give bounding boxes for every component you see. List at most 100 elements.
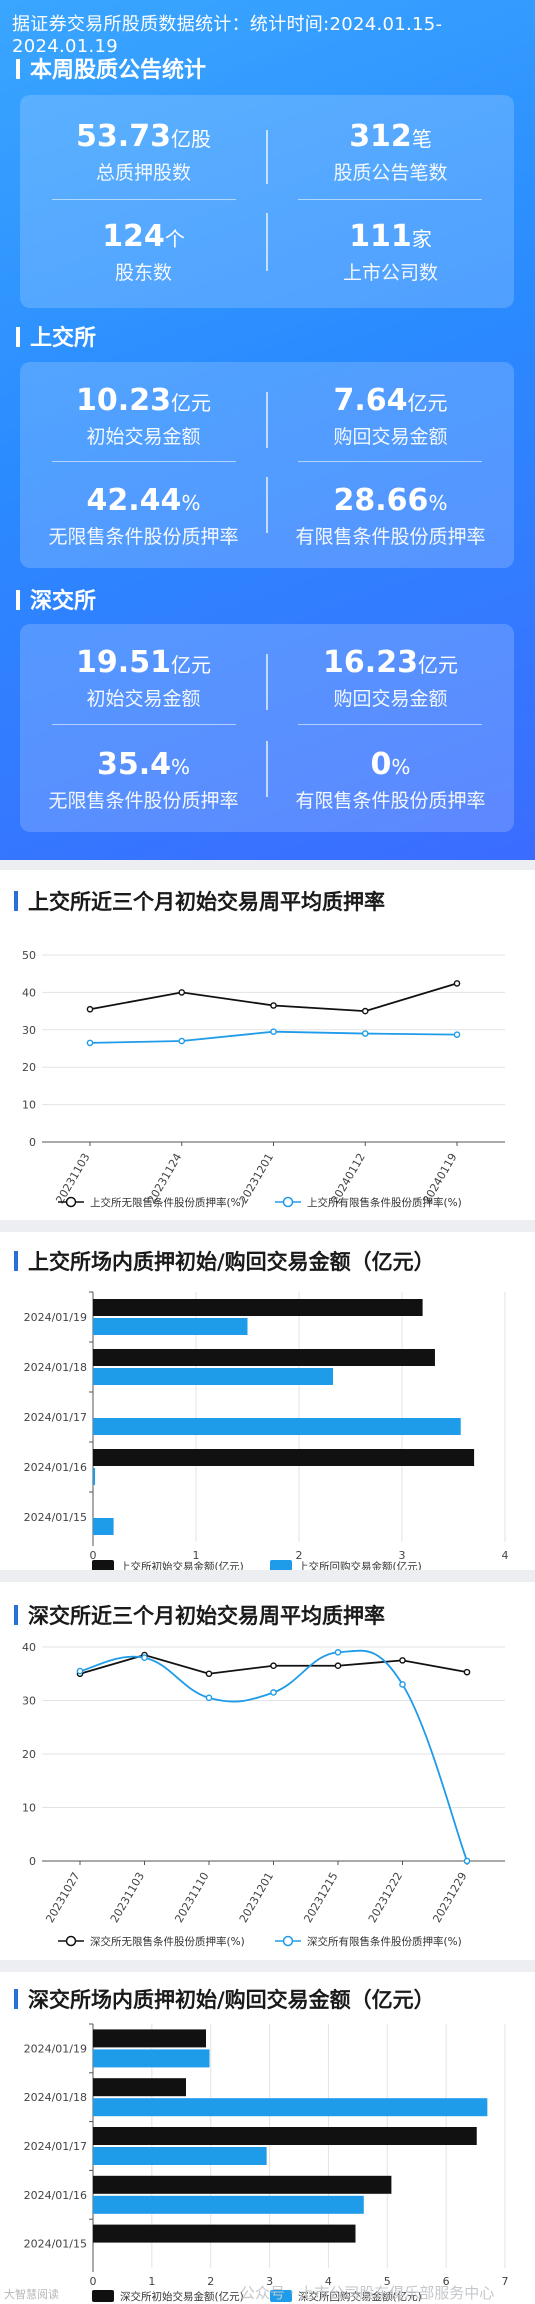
legend-label: 上交所回购交易金额(亿元)	[298, 1560, 422, 1570]
data-point	[76, 1667, 84, 1675]
x-tick-label: 4	[325, 2275, 332, 2288]
title-marker	[16, 590, 20, 610]
data-point	[270, 1662, 277, 1670]
legend-label: 上交所初始交易金额(亿元)	[120, 1560, 244, 1570]
chart-panel-szse-rate: 深交所近三个月初始交易周平均质押率 0 10 20 30 40 20231027 20231…	[0, 1582, 535, 1960]
x-tick-label: 20231229	[430, 1870, 469, 1925]
x-tick-label: 5	[384, 2275, 391, 2288]
bar	[93, 2078, 186, 2097]
title-marker	[14, 1605, 18, 1625]
x-tick-label: 6	[443, 2275, 450, 2288]
bar	[93, 1449, 475, 1466]
series-line	[79, 1649, 468, 1862]
data-point	[399, 1681, 406, 1688]
x-tick-label: 7	[502, 2275, 509, 2288]
statistics-period-line: 据证券交易所股质数据统计：统计时间:2024.01.15-2024.01.19	[12, 14, 443, 57]
summary-card: 53.73亿股 总质押股数 312笔 股质公告笔数 124个 股东数 111家 …	[20, 95, 514, 308]
divider	[266, 213, 268, 271]
divider	[52, 724, 236, 725]
bar	[93, 1418, 461, 1435]
y-tick-label: 20	[22, 1061, 36, 1074]
bar	[93, 1468, 96, 1485]
szse-repurchase-amount: 16.23亿元 购回交易金额	[323, 645, 458, 711]
data-point	[399, 1657, 406, 1664]
summary-header: 据证券交易所股质数据统计：统计时间:2024.01.15-2024.01.19 …	[0, 0, 535, 860]
divider	[266, 477, 268, 533]
divider	[298, 199, 482, 200]
chart-panel-szse-amount: 深交所场内质押初始/购回交易金额（亿元） 0 1 2 3 4 5 6 7 2024/01/19 2…	[0, 1972, 535, 2304]
y-tick-label: 2024/01/18	[24, 1361, 87, 1374]
section-title-szse: 深交所	[16, 583, 96, 615]
sse-card: 10.23亿元 初始交易金额 7.64亿元 购回交易金额 42.44% 无限售条…	[20, 362, 514, 568]
data-point	[334, 1649, 342, 1656]
data-point	[453, 980, 461, 987]
section-title-sse: 上交所	[16, 320, 96, 352]
chart-title: 深交所近三个月初始交易周平均质押率	[14, 1600, 385, 1630]
chart-title: 上交所场内质押初始/购回交易金额（亿元）	[14, 1246, 435, 1276]
bar	[93, 2224, 356, 2243]
data-point	[361, 1030, 369, 1037]
divider	[52, 461, 236, 462]
x-tick-label: 3	[399, 1549, 406, 1562]
title-marker	[14, 1251, 18, 1271]
chart-panel-sse-amount: 上交所场内质押初始/购回交易金额（亿元） 0 1 2 3 4 2024/01/19 2024…	[0, 1232, 535, 1570]
bar	[93, 2175, 392, 2194]
bar	[93, 1349, 435, 1366]
section-title-summary: 本周股质公告统计	[16, 52, 206, 84]
legend-swatch	[65, 1935, 77, 1947]
divider	[266, 392, 268, 448]
x-tick-label: 3	[266, 2275, 273, 2288]
bar-chart-sse-amount: 0 1 2 3 4 2024/01/19 2024/01/18 2024/01/17 2024/…	[24, 1291, 509, 1570]
x-tick-label: 20231215	[301, 1870, 340, 1925]
divider	[298, 461, 482, 462]
bar	[93, 2098, 488, 2117]
data-point	[205, 1694, 213, 1702]
x-tick-label: 2	[296, 1549, 303, 1562]
y-tick-label: 2024/01/15	[24, 2238, 87, 2251]
x-tick-label: 0	[90, 2275, 97, 2288]
y-tick-label: 2024/01/16	[24, 2189, 87, 2202]
divider	[0, 1570, 535, 1582]
y-tick-label: 2024/01/17	[24, 1411, 87, 1424]
x-tick-label: 4	[502, 1549, 509, 1562]
data-point	[178, 989, 186, 996]
y-tick-label: 30	[22, 1024, 36, 1037]
stat-total-pledged-shares: 53.73亿股 总质押股数	[76, 119, 211, 185]
divider	[0, 860, 535, 870]
legend-label: 深交所无限售条件股份质押率(%)	[90, 1935, 245, 1948]
sse-restricted-pledge-rate: 28.66% 有限售条件股份质押率	[295, 483, 486, 549]
divider	[52, 199, 236, 200]
sse-repurchase-amount: 7.64亿元 购回交易金额	[333, 383, 448, 449]
legend-swatch	[282, 1196, 294, 1208]
bar	[93, 1368, 333, 1385]
data-point	[270, 1028, 277, 1035]
title-marker	[14, 891, 18, 911]
stat-shareholder-count: 124个 股东数	[102, 219, 185, 285]
y-tick-label: 0	[29, 1136, 36, 1149]
szse-unrestricted-pledge-rate: 35.4% 无限售条件股份质押率	[48, 747, 239, 813]
bar-chart-szse-amount: 0 1 2 3 4 5 6 7 2024/01/19 2024/01/18 2024/01/17 20…	[24, 2023, 509, 2303]
chart-title: 深交所场内质押初始/购回交易金额（亿元）	[14, 1984, 435, 2014]
data-point	[463, 1857, 471, 1865]
data-point	[86, 1005, 94, 1013]
legend-swatch	[270, 2290, 292, 2302]
divider	[266, 130, 268, 184]
data-point	[86, 1039, 94, 1047]
szse-initial-amount: 19.51亿元 初始交易金额	[76, 645, 211, 711]
title-marker	[16, 327, 20, 347]
bar	[93, 1518, 114, 1535]
legend-label: 上交所无限售条件股份质押率(%)	[90, 1196, 245, 1209]
sse-initial-amount: 10.23亿元 初始交易金额	[76, 383, 211, 449]
y-tick-label: 2024/01/16	[24, 1461, 87, 1474]
chart-panel-sse-rate: 上交所近三个月初始交易周平均质押率 0 10 20 30 40 50 20231103 202…	[0, 870, 535, 1220]
y-tick-label: 10	[22, 1802, 36, 1815]
legend-swatch	[65, 1196, 77, 1208]
x-tick-label: 20231103	[108, 1870, 147, 1925]
divider	[0, 1960, 535, 1972]
bar	[93, 1299, 423, 1316]
legend-swatch	[270, 1560, 292, 1570]
x-tick-label: 1	[148, 2275, 155, 2288]
line-chart-szse-rate: 0 10 20 30 40 20231027 20231103 20231110 2023120…	[22, 1641, 505, 1948]
legend-label: 深交所初始交易金额(亿元)	[120, 2290, 244, 2303]
